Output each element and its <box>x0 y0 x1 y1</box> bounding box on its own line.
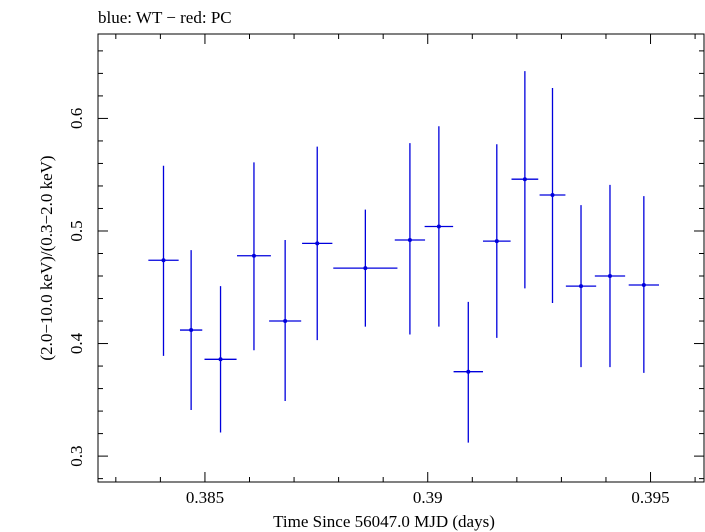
x-tick-label: 0.395 <box>631 488 669 507</box>
y-tick-label: 0.3 <box>67 445 86 466</box>
data-marker <box>494 239 499 244</box>
data-point <box>424 126 454 327</box>
x-tick-label: 0.385 <box>186 488 224 507</box>
y-tick-label: 0.5 <box>67 220 86 241</box>
data-marker <box>189 328 194 333</box>
data-marker <box>466 369 471 374</box>
data-point <box>565 205 597 368</box>
data-point <box>148 165 179 356</box>
data-point <box>204 286 237 433</box>
data-point <box>453 301 483 443</box>
data-point <box>333 209 398 327</box>
data-point <box>269 239 302 401</box>
data-marker <box>218 357 223 362</box>
data-marker <box>315 241 320 246</box>
x-axis-label: Time Since 56047.0 MJD (days) <box>273 512 495 531</box>
data-point <box>237 162 271 351</box>
axis-ticks <box>98 34 704 482</box>
data-marker <box>550 192 555 197</box>
data-point <box>594 184 626 368</box>
data-marker <box>607 274 612 279</box>
data-point <box>302 146 333 341</box>
data-marker <box>363 266 368 271</box>
data-point <box>482 144 511 338</box>
data-marker <box>251 253 256 258</box>
data-marker <box>436 224 441 229</box>
plot-frame <box>97 33 705 483</box>
data-series <box>148 71 659 443</box>
chart-title: blue: WT − red: PC <box>98 8 232 27</box>
axis-tick-labels: 0.385 0.39 0.395 0.3 0.4 0.5 0.6 <box>67 108 670 507</box>
data-point <box>179 250 203 410</box>
data-marker <box>579 284 584 289</box>
data-marker <box>161 258 166 263</box>
data-marker <box>641 283 646 288</box>
y-tick-label: 0.6 <box>67 108 86 129</box>
data-marker <box>283 319 288 324</box>
data-point <box>394 143 426 335</box>
data-point <box>539 88 566 304</box>
x-tick-label: 0.39 <box>413 488 443 507</box>
data-point <box>628 196 659 373</box>
y-axis-label: (2.0−10.0 keV)/(0.3−2.0 keV) <box>37 155 56 360</box>
data-marker <box>522 177 527 182</box>
data-marker <box>407 237 412 242</box>
data-point <box>511 71 539 289</box>
y-tick-label: 0.4 <box>67 332 86 354</box>
